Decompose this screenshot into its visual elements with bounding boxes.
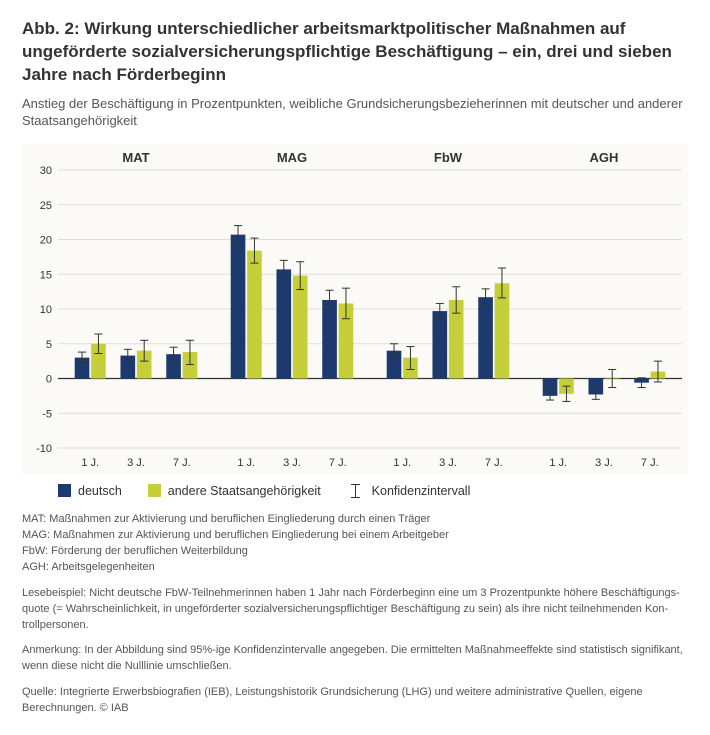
svg-text:7 J.: 7 J. — [485, 457, 503, 469]
abbreviation-definitions: MAT: Maßnahmen zur Aktivierung und beruf… — [22, 512, 688, 576]
svg-text:15: 15 — [40, 269, 52, 281]
svg-text:1 J.: 1 J. — [393, 457, 411, 469]
svg-text:10: 10 — [40, 304, 52, 316]
def-mat: MAT: Maßnahmen zur Aktivierung und beruf… — [22, 512, 688, 528]
svg-text:3 J.: 3 J. — [283, 457, 301, 469]
svg-text:1 J.: 1 J. — [237, 457, 255, 469]
def-fbw: FbW: Förderung der beruflichen Weiterbil… — [22, 544, 688, 560]
legend-label-ci: Konfidenzintervall — [372, 484, 471, 498]
legend-item-deutsch: deutsch — [58, 484, 122, 498]
svg-text:3 J.: 3 J. — [595, 457, 613, 469]
svg-text:-5: -5 — [42, 408, 52, 420]
def-agh: AGH: Arbeitsgelegenheiten — [22, 560, 688, 576]
def-mag: MAG: Maßnahmen zur Aktivierung und beruf… — [22, 528, 688, 544]
legend-item-andere: andere Staatsangehörigkeit — [148, 484, 321, 498]
svg-text:AGH: AGH — [590, 150, 619, 165]
svg-text:MAG: MAG — [277, 150, 307, 165]
legend-swatch-deutsch — [58, 484, 71, 497]
figure-subtitle: Anstieg der Beschäftigung in Prozentpunk… — [22, 95, 688, 130]
source: Quelle: Integrierte Erwerbsbiografien (I… — [22, 685, 688, 717]
svg-text:7 J.: 7 J. — [329, 457, 347, 469]
svg-text:20: 20 — [40, 234, 52, 246]
svg-text:-10: -10 — [36, 443, 52, 455]
svg-text:3 J.: 3 J. — [127, 457, 145, 469]
svg-text:7 J.: 7 J. — [641, 457, 659, 469]
legend-label-andere: andere Staatsangehörigkeit — [168, 484, 321, 498]
legend-swatch-andere — [148, 484, 161, 497]
legend-item-ci: Konfidenzintervall — [347, 484, 471, 498]
chart-area: -10 -5 0 5 10 15 20 25 30 MAT 1 J. 3 J. 7 J. MAG 1 J. 3… — [22, 144, 688, 474]
svg-text:5: 5 — [46, 339, 52, 351]
svg-text:3 J.: 3 J. — [439, 457, 457, 469]
svg-text:0: 0 — [46, 373, 52, 385]
legend-label-deutsch: deutsch — [78, 484, 122, 498]
svg-text:1 J.: 1 J. — [81, 457, 99, 469]
remark: Anmerkung: In der Abbildung sind 95%-ige… — [22, 643, 688, 675]
svg-text:30: 30 — [40, 165, 52, 177]
svg-text:7 J.: 7 J. — [173, 457, 191, 469]
reading-example: Lesebeispiel: Nicht deutsche FbW-Teilneh… — [22, 586, 688, 634]
svg-text:25: 25 — [40, 200, 52, 212]
ci-icon — [347, 484, 365, 498]
svg-text:MAT: MAT — [122, 150, 149, 165]
svg-text:1 J.: 1 J. — [549, 457, 567, 469]
bar-chart-svg: -10 -5 0 5 10 15 20 25 30 MAT 1 J. 3 J. 7 J. MAG 1 J. 3… — [22, 144, 688, 474]
legend: deutsch andere Staatsangehörigkeit Konfi… — [58, 484, 688, 498]
figure-title: Abb. 2: Wirkung unterschiedlicher arbeit… — [22, 18, 688, 87]
svg-text:FbW: FbW — [434, 150, 463, 165]
